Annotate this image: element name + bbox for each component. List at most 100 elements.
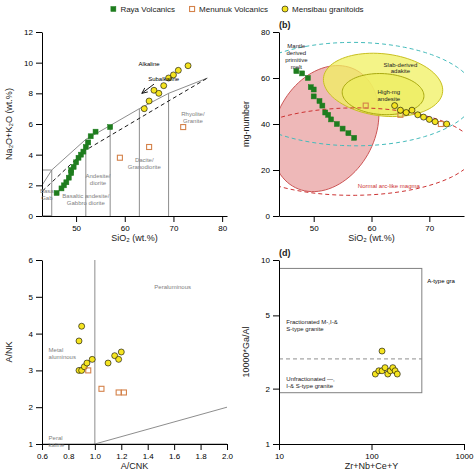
point	[334, 122, 339, 127]
tick-label: 100	[365, 452, 379, 461]
tick-mark	[279, 444, 280, 450]
tick-mark	[273, 315, 279, 316]
boundary-line	[42, 170, 52, 171]
field-ellipse	[279, 108, 464, 195]
tick-mark	[273, 260, 279, 261]
tick-label: 1	[29, 440, 34, 449]
x-axis: 101001000	[275, 444, 474, 461]
point	[64, 180, 69, 185]
annotation: Metalaluminous	[49, 347, 76, 360]
tick-mark	[36, 444, 42, 445]
annotation-line: Mantle	[287, 43, 306, 49]
point	[438, 122, 443, 127]
tick-label: 8	[29, 89, 34, 98]
tick-label: 50	[72, 224, 81, 233]
tick: 50	[72, 216, 81, 233]
annotation: Mantlederivedprimitivemelt	[285, 43, 308, 70]
point	[86, 140, 91, 145]
point	[382, 365, 388, 371]
tick-mark	[201, 444, 202, 450]
boundary-line	[110, 109, 139, 126]
point	[300, 71, 305, 76]
annotation-line: Slab-derived	[384, 62, 418, 68]
tick: 5	[266, 311, 279, 320]
y-axis-title: Na₂O+K₂O (wt.%)	[4, 88, 14, 160]
annotation-line: Metal	[49, 347, 64, 353]
point	[326, 112, 331, 117]
tick-mark	[372, 216, 373, 222]
point	[117, 155, 122, 160]
annotation-line: Gabbro diorite	[67, 200, 106, 206]
tick-mark	[222, 216, 223, 222]
point	[74, 160, 79, 165]
tick: 8	[29, 89, 42, 98]
x-axis: 506070	[280, 216, 465, 233]
legend-item: Mensibau granitoids	[282, 5, 364, 14]
annotation-line: Basaltic andesite/	[62, 193, 109, 199]
annotations: PeraluminousMetalaluminousPeralkaline	[49, 284, 191, 448]
boundary-line	[279, 358, 422, 359]
annotation-line: Normal arc-like magma	[358, 183, 421, 189]
tick: 12	[24, 28, 42, 37]
legend-item: Menunuk Volcanics	[190, 5, 268, 14]
point	[426, 116, 432, 122]
series	[141, 63, 191, 112]
tick: 0.8	[63, 444, 75, 461]
plot-area	[42, 260, 227, 444]
tick-mark	[36, 297, 42, 298]
annotation-line: derived	[287, 50, 307, 56]
tick-label: 10	[261, 256, 270, 265]
point	[185, 63, 191, 69]
annotation-line: Gab	[41, 195, 53, 201]
boundary-line	[110, 126, 111, 216]
tick: 10	[24, 59, 42, 68]
point	[363, 103, 368, 108]
annotation-line: andesite	[378, 96, 401, 102]
annotation: BasaGab	[40, 188, 54, 201]
x-axis: 50607080	[43, 216, 228, 233]
legend-label: Raya Volcanics	[120, 5, 175, 14]
series	[117, 125, 185, 161]
tick-mark	[273, 444, 279, 445]
tick-mark	[36, 370, 42, 371]
boundary-line	[42, 444, 227, 445]
point	[305, 76, 310, 81]
tick-label: 60	[121, 224, 130, 233]
x-axis-title: SiO₂ (wt.%)	[111, 233, 158, 243]
point	[403, 110, 409, 116]
x-axis-title: Zr+Nb+Ce+Y	[345, 461, 398, 471]
tick: 6	[29, 120, 42, 129]
tick: 1.8	[196, 444, 208, 461]
panel-title: (b)	[279, 20, 291, 30]
axis-line	[42, 261, 43, 445]
y-axis: 12510	[261, 256, 279, 449]
point	[108, 125, 113, 130]
tick-mark	[95, 444, 96, 450]
tick-label: 1.4	[143, 452, 155, 461]
tick: 0	[266, 212, 279, 221]
annotation: Rhyolite/Granite	[181, 111, 205, 124]
tick: 80	[218, 216, 227, 233]
field-box	[279, 268, 422, 392]
tick-mark	[273, 124, 279, 125]
point	[71, 164, 76, 169]
annotation: Peraluminous	[154, 284, 191, 290]
point	[86, 368, 91, 373]
tick-label: 3	[29, 366, 34, 375]
tick-label: 0.6	[37, 452, 49, 461]
chart-root: 50607080024681012Basaltic andesite/Gabbr…	[0, 0, 474, 474]
tick-label: 5	[29, 293, 34, 302]
tick: 4	[29, 151, 42, 160]
annotation-line: Dacite/	[135, 157, 154, 163]
x-axis: 0.60.81.01.21.41.61.82.0	[37, 444, 234, 461]
annotation-line: kaline	[49, 442, 65, 448]
tick-mark	[36, 185, 42, 186]
point	[329, 117, 334, 122]
point	[394, 371, 400, 377]
point	[161, 83, 167, 89]
tick: 80	[261, 28, 279, 37]
boundary-line	[42, 407, 227, 444]
boundary-line	[168, 93, 169, 216]
panel-title: (d)	[279, 248, 291, 258]
point	[83, 145, 88, 150]
